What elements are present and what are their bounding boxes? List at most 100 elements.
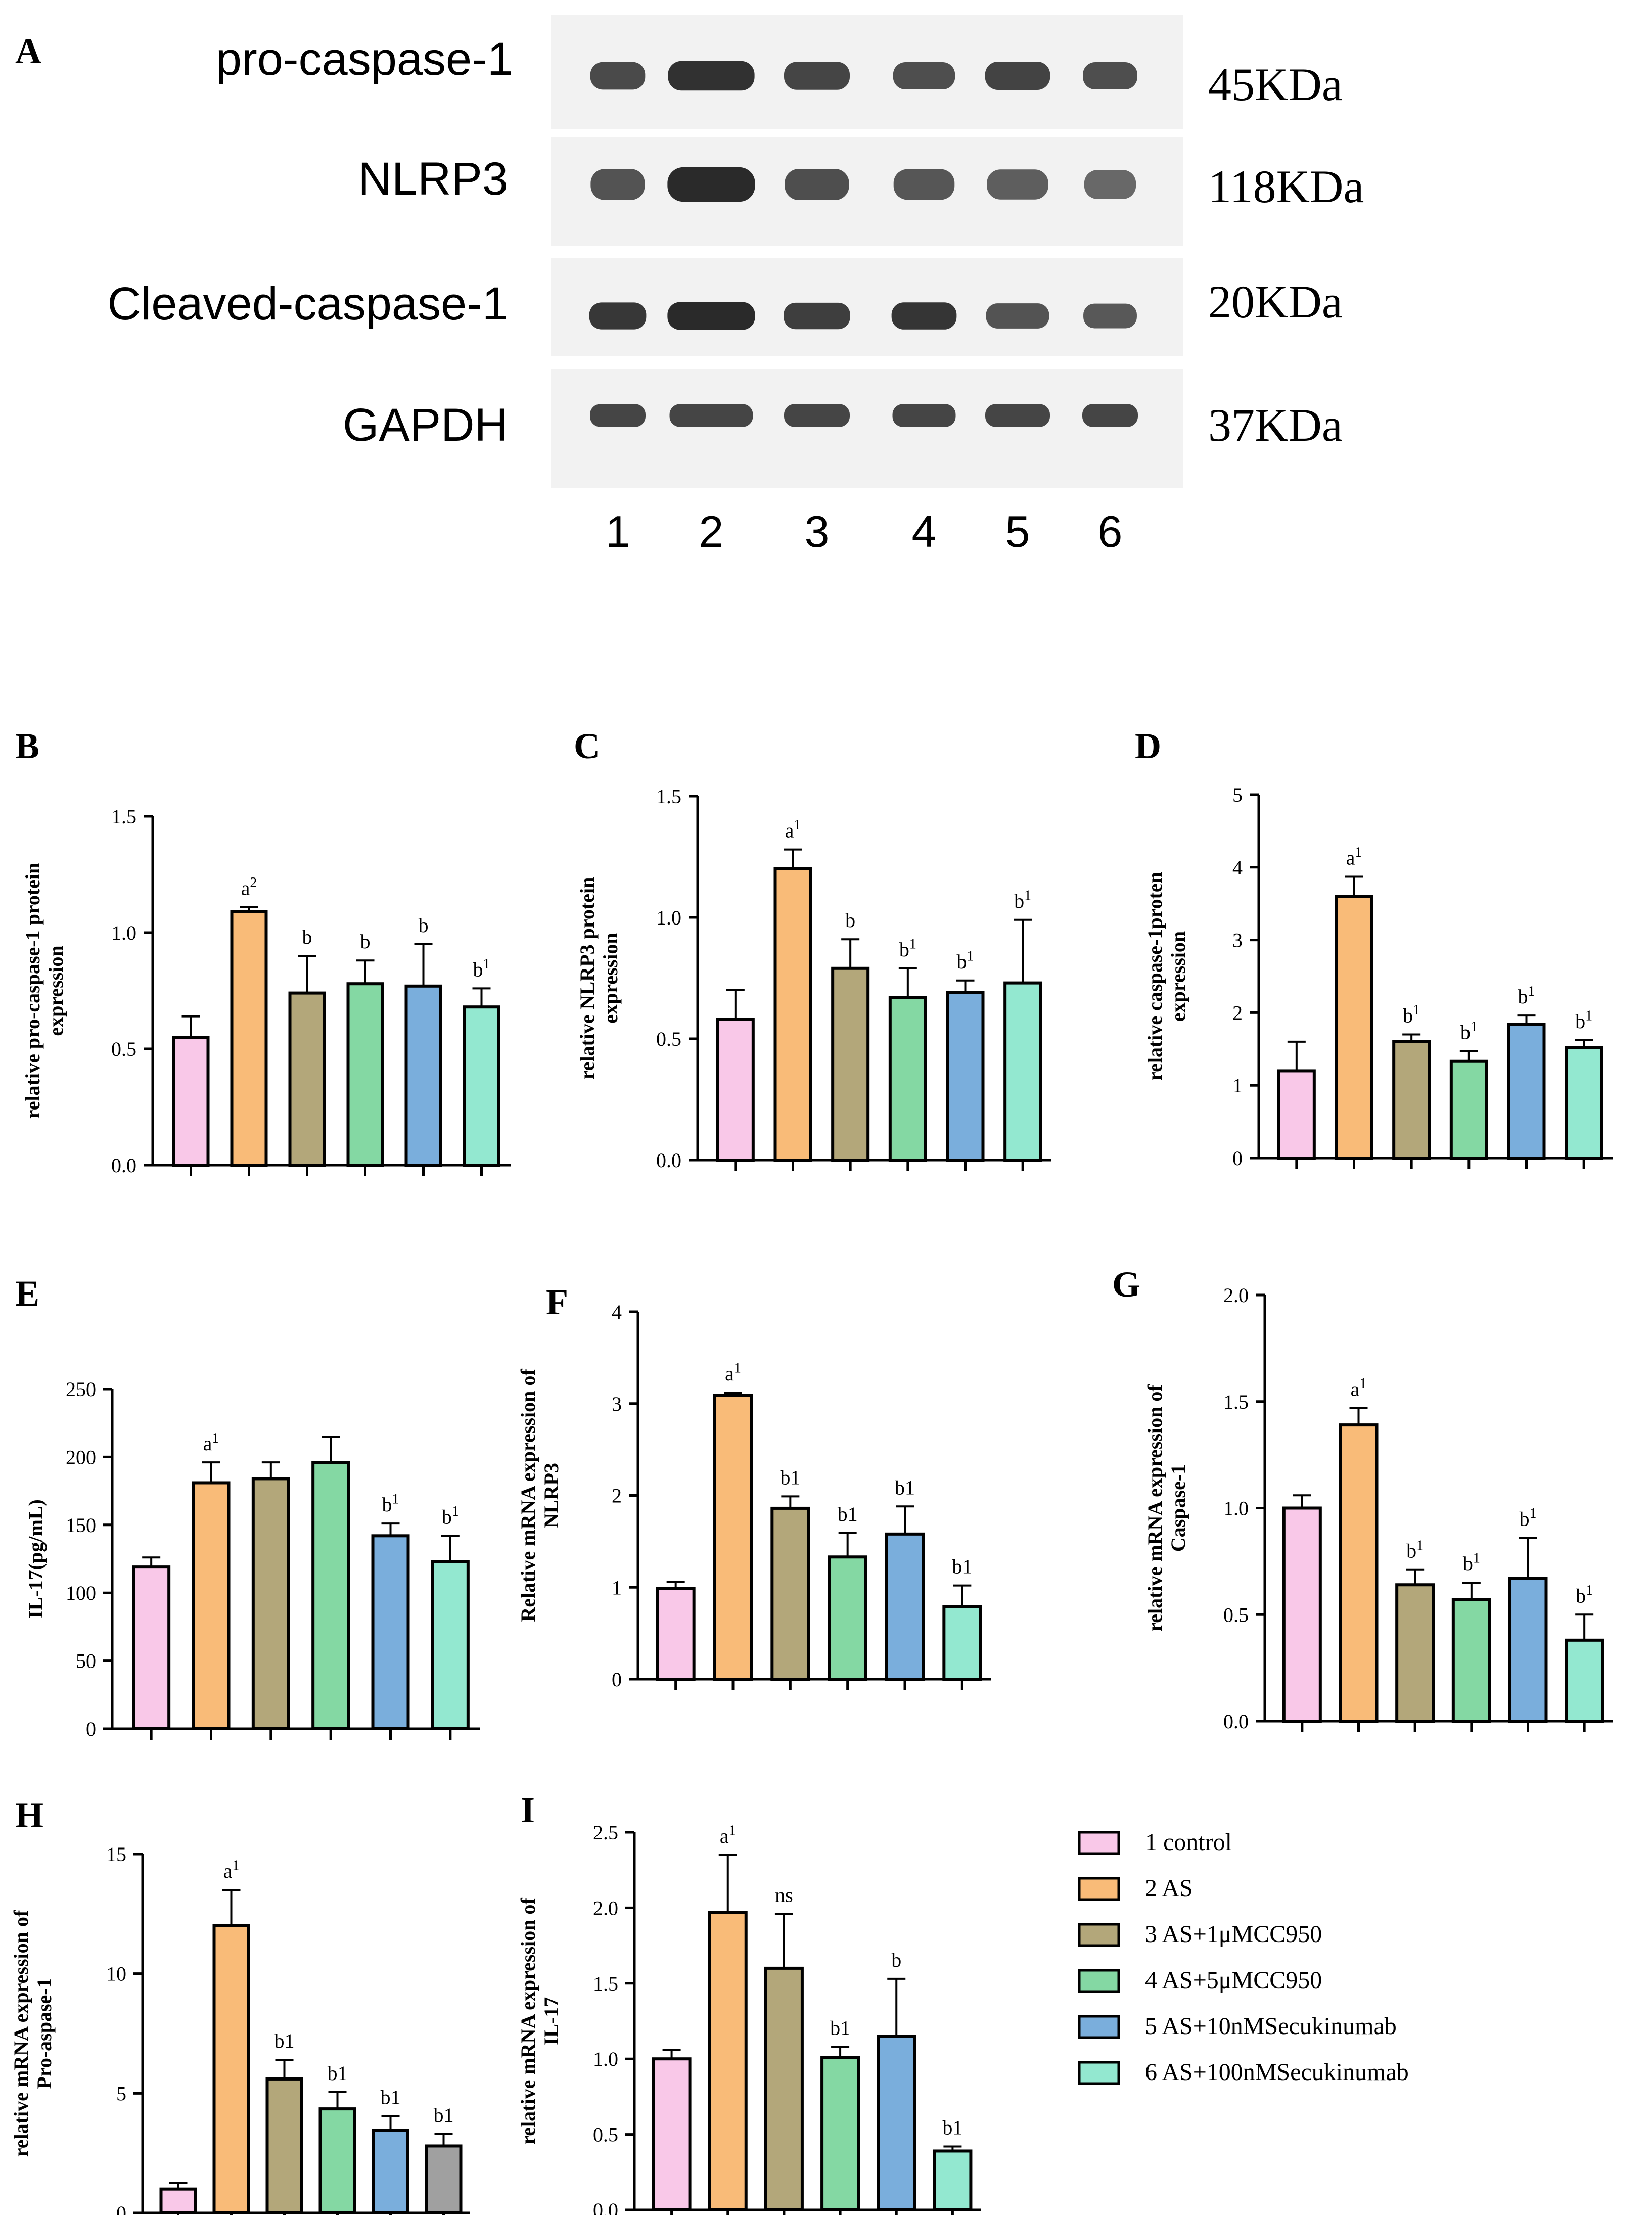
chart-c-bar-1 [716,1018,755,1162]
chart-e-annotation-6: b1 [442,1504,459,1528]
chart-g-bar-5 [1508,1577,1548,1723]
chart-c-bar-2 [773,867,812,1162]
chart-h-bar-2 [212,1924,250,2214]
blot-size-45kda: 45KDa [1208,59,1343,110]
chart-f-ytick-label-2: 2 [612,1485,622,1507]
chart-b-ytick-label-1.0: 1.0 [111,921,136,944]
chart-f-bar-1 [656,1587,696,1681]
panel-label-e: E [15,1273,39,1314]
lane-label-3: 3 [805,506,830,557]
blot-size-20kda: 20KDa [1208,276,1343,328]
chart-g-annotation-6: b1 [1576,1583,1593,1607]
chart-f-annotation-2: a1 [725,1361,741,1385]
chart-g-bar-2 [1339,1423,1379,1723]
blot-band-gapdh-lane-3 [784,404,850,427]
panel-label-b: B [15,726,39,766]
blot-band-cleaved-caspase-1-lane-5 [986,303,1049,329]
blot-size-118kda: 118KDa [1208,161,1364,212]
chart-g-ytick-label-0.0: 0.0 [1223,1710,1249,1733]
chart-c-ylabel: relative NLRP3 proteinexpression [576,877,622,1080]
chart-c-ytick-label-1.5: 1.5 [656,785,681,808]
chart-h-ytick-label-0: 0 [116,2202,126,2215]
blot-strip-2 [551,137,1183,246]
blot-band-cleaved-caspase-1-lane-1 [589,302,647,330]
blot-band-nlrp3-lane-3 [785,168,849,201]
legend-swatch-6 [1078,2061,1120,2085]
chart-e-ytick-label-200: 200 [66,1446,96,1468]
chart-i-annotation-3: ns [775,1883,793,1906]
chart-b-annotation-6: b1 [473,956,490,981]
chart-d-ytick-label-5: 5 [1232,783,1243,806]
chart-d-annotation-2: a1 [1346,845,1362,869]
chart-h-ytick-label-15: 15 [106,1843,126,1866]
chart-e-bar-6 [431,1560,470,1730]
chart-d-ytick-label-1: 1 [1232,1074,1243,1097]
chart-h-annotation-5: b1 [381,2086,401,2108]
legend-swatch-5 [1078,2015,1120,2039]
chart-g-annotation-5: b1 [1520,1506,1537,1530]
chart-e-ytick-label-0: 0 [86,1718,96,1740]
chart-e-annotation-2: a1 [203,1430,219,1455]
chart-h-bar-3 [265,2077,303,2214]
blot-band-cleaved-caspase-1-lane-2 [667,302,755,330]
chart-b-annotation-4: b [360,930,371,953]
chart-i-bar-2 [708,1911,748,2211]
blot-band-gapdh-lane-2 [669,404,753,427]
panel-label-f: F [546,1282,568,1322]
chart-g: 0.0 0.5 1.0 1.5 2.0 relative mRNA expression … [1143,1284,1613,1733]
panel-label-h: H [15,1795,43,1835]
chart-h-bar-1 [159,2187,197,2214]
chart-i-annotation-5: b [891,1949,901,1971]
chart-c-annotation-3: b [845,909,855,932]
chart-f-ytick-label-0: 0 [612,1668,622,1691]
chart-g-annotation-2: a1 [1351,1376,1367,1400]
blot-protein-nlrp3: NLRP3 [358,153,508,205]
chart-f: 0 1 2 3 4 Relative mRNA expression ofNLRP3 a1 b… [517,1301,991,1691]
chart-d-annotation-3: b1 [1403,1002,1420,1027]
chart-b-bar-2 [230,910,268,1167]
chart-d-ytick-label-4: 4 [1232,856,1243,879]
chart-e-ytick-label-100: 100 [66,1582,96,1604]
chart-h-ylabel: relative mRNA expression ofPro-aspase-1 [10,1910,56,2157]
chart-b-annotation-5: b [419,914,429,937]
blot-band-pro-caspase-1-lane-4 [893,62,955,90]
chart-i-bar-6 [933,2149,973,2211]
chart-h-annotation-6: b1 [434,2104,454,2127]
chart-c-bar-5 [946,991,985,1162]
legend: 1 control 2 AS 3 AS+1μMCC950 4 AS+5μMCC9… [1078,1829,1409,2086]
chart-h: 0 5 10 15 relative mRNA expression ofPro-asp… [10,1843,470,2218]
blot-band-nlrp3-lane-2 [667,167,755,202]
chart-d: 0 1 2 3 4 5 relative caspase-1protenexpression… [1143,783,1613,1170]
lane-label-5: 5 [1005,506,1030,557]
chart-c-bar-4 [888,996,927,1162]
chart-g-bar-3 [1395,1583,1435,1723]
legend-label-3: 3 AS+1μMCC950 [1145,1921,1322,1948]
legend-swatch-4 [1078,1969,1120,1993]
chart-h-annotation-4: b1 [328,2062,348,2085]
chart-e-ytick-label-50: 50 [76,1650,96,1673]
chart-f-ytick-label-4: 4 [612,1301,622,1323]
chart-e-bar-1 [132,1565,171,1730]
chart-i-ytick-label-2.0: 2.0 [593,1897,618,1919]
chart-c-ytick-label-0.0: 0.0 [656,1149,681,1172]
chart-b-ytick-label-0.0: 0.0 [111,1154,136,1177]
chart-d-bar-3 [1392,1040,1431,1160]
chart-e-bar-5 [371,1534,410,1730]
chart-g-annotation-3: b1 [1406,1538,1424,1562]
chart-c-bar-3 [831,966,870,1162]
chart-h-bar-4 [318,2107,356,2215]
chart-g-annotation-4: b1 [1463,1551,1480,1575]
legend-label-2: 2 AS [1145,1875,1193,1902]
chart-h-ytick-label-5: 5 [116,2082,126,2105]
chart-b-bar-1 [172,1036,210,1167]
chart-g-bar-4 [1451,1598,1491,1723]
chart-d-ytick-label-3: 3 [1232,929,1243,952]
chart-i: 0.0 0.5 1.0 1.5 2.0 2.5 relative mRNA expressi… [517,1821,981,2218]
blot-band-nlrp3-lane-5 [987,169,1048,200]
chart-g-bar-1 [1282,1506,1322,1723]
chart-b-bar-5 [404,984,442,1167]
chart-e-ytick-label-150: 150 [66,1514,96,1537]
chart-c-annotation-6: b1 [1014,888,1031,912]
chart-c-ytick-label-1.0: 1.0 [656,906,681,929]
chart-f-annotation-3: b1 [780,1466,800,1489]
